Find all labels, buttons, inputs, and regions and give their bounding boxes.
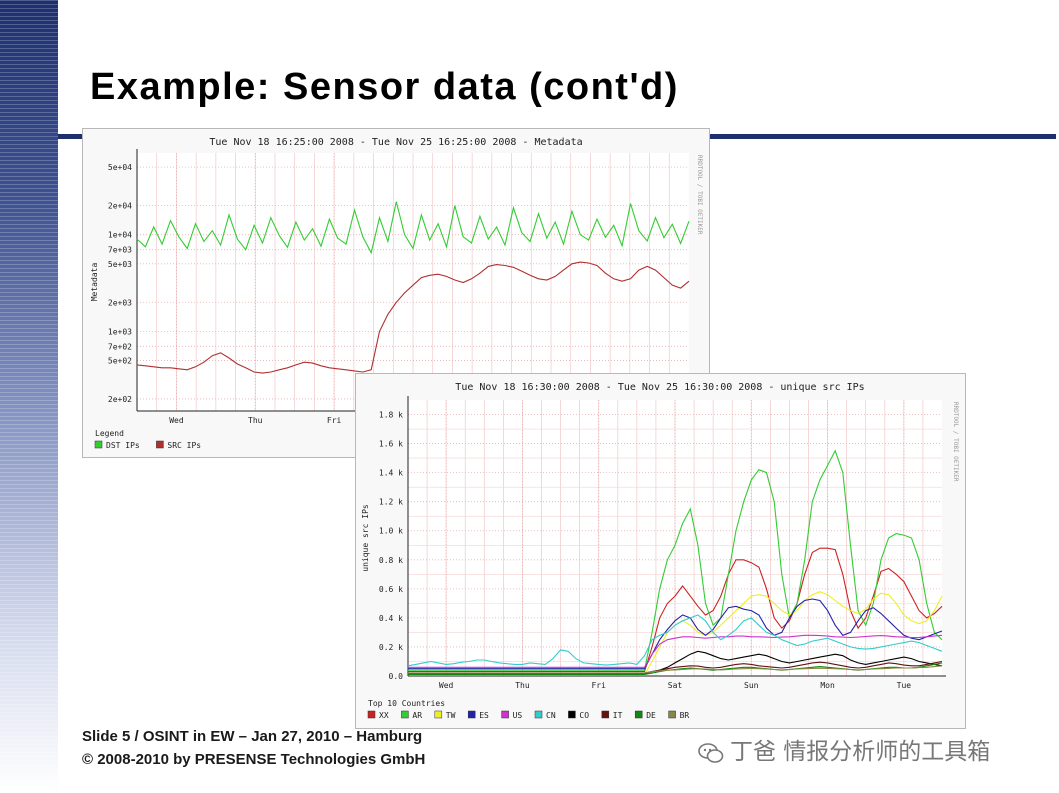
legend-label: SRC IPs <box>167 441 201 450</box>
legend-swatch <box>434 710 443 719</box>
footer-copyright: © 2008-2010 by PRESENSE Technologies Gmb… <box>82 751 426 768</box>
chart-title: Tue Nov 18 16:30:00 2008 - Tue Nov 25 16… <box>455 382 864 393</box>
chart-title: Tue Nov 18 16:25:00 2008 - Tue Nov 25 16… <box>209 137 582 148</box>
legend-swatch <box>367 710 376 719</box>
legend-label: CO <box>579 711 589 720</box>
legend-swatch <box>634 710 643 719</box>
x-tick-label: Wed <box>439 681 454 690</box>
legend-title: Top 10 Countries <box>368 699 445 708</box>
y-axis-label: Metadata <box>90 263 99 302</box>
legend-title: Legend <box>95 429 124 438</box>
slide-title: Example: Sensor data (cont'd) <box>90 66 679 108</box>
y-tick-label: 7e+02 <box>108 342 132 351</box>
series-line-cn <box>407 614 943 667</box>
legend-label: BR <box>680 711 690 720</box>
footer-slide-info: Slide 5 / OSINT in EW – Jan 27, 2010 – H… <box>82 728 423 745</box>
y-tick-label: 5e+03 <box>108 260 132 269</box>
watermark: 丁爸 情报分析师的工具箱 <box>698 732 990 766</box>
legend-swatch <box>568 710 576 719</box>
series-line-us <box>408 634 943 668</box>
y-tick-label: 5e+04 <box>108 163 132 172</box>
y-tick-label: 0.0 <box>389 672 404 681</box>
y-tick-label: 1e+04 <box>108 231 132 240</box>
unique-src-ips-chart-svg: 0.0 0.2 k 0.4 k 0.6 k 0.8 k 1.0 k 1.2 k 1.4 k 1.… <box>361 382 959 720</box>
y-tick-label: 1.0 k <box>379 527 403 536</box>
x-tick-label: Fri <box>591 681 606 690</box>
rrdtool-credit: RRDTOOL / TOBI OETIKER <box>952 402 959 482</box>
legend-label: IT <box>613 711 623 720</box>
x-tick-label: Mon <box>820 681 835 690</box>
y-tick-label: 0.4 k <box>379 614 403 623</box>
series-line-xx <box>408 547 943 673</box>
legend-label: TW <box>446 711 456 720</box>
legend-swatch <box>94 440 103 449</box>
watermark-text: 丁爸 情报分析师的工具箱 <box>730 739 991 765</box>
rrdtool-credit: RRDTOOL / TOBI OETIKER <box>696 155 703 235</box>
legend-label: XX <box>379 711 389 720</box>
x-tick-label: Thu <box>248 416 263 425</box>
legend-swatch <box>401 710 409 719</box>
y-tick-label: 7e+03 <box>108 246 132 255</box>
legend-swatch <box>534 710 543 719</box>
y-tick-label: 0.2 k <box>379 643 403 652</box>
legend-swatch <box>501 710 509 719</box>
x-tick-label: Sun <box>744 681 759 690</box>
y-tick-label: 0.6 k <box>379 585 403 594</box>
x-tick-label: Fri <box>327 416 342 425</box>
legend-label: AR <box>412 711 422 720</box>
y-tick-label: 1.4 k <box>379 469 403 478</box>
y-tick-label: 1.2 k <box>379 498 403 507</box>
legend-swatch <box>467 710 476 719</box>
legend-label: US <box>513 711 523 720</box>
series-line-ar <box>408 449 943 671</box>
legend-label: CN <box>546 711 556 720</box>
x-tick-label: Wed <box>169 416 184 425</box>
wechat-icon <box>698 742 724 763</box>
y-tick-label: 2e+03 <box>108 298 132 307</box>
metadata-chart-svg: 2e+02 5e+02 7e+02 1e+03 2e+03 5e+03 7e+03 1e+04… <box>90 137 703 450</box>
legend-label: ES <box>479 711 489 720</box>
legend-swatch <box>668 710 676 719</box>
legend-label: DE <box>646 711 656 720</box>
series-line-br <box>408 665 943 674</box>
y-tick-label: 1.6 k <box>379 440 403 449</box>
y-tick-label: 0.8 k <box>379 556 403 565</box>
y-tick-label: 2e+04 <box>108 202 132 211</box>
y-tick-label: 5e+02 <box>108 356 132 365</box>
series-line-src-ips <box>136 261 690 374</box>
y-tick-label: 1e+03 <box>108 327 132 336</box>
x-tick-label: Sat <box>668 681 683 690</box>
series-line-dst-ips <box>136 201 690 255</box>
x-tick-label: Tue <box>897 681 912 690</box>
y-tick-label: 2e+02 <box>108 395 132 404</box>
unique-src-ips-chart: 0.0 0.2 k 0.4 k 0.6 k 0.8 k 1.0 k 1.2 k 1.4 k 1.… <box>355 373 966 729</box>
x-tick-label: Thu <box>515 681 530 690</box>
legend-swatch <box>156 440 164 449</box>
series-line-it <box>408 660 943 675</box>
y-tick-label: 1.8 k <box>379 411 403 420</box>
legend-label: DST IPs <box>106 441 140 450</box>
series-line-es <box>408 598 943 670</box>
slide-left-band <box>0 0 58 793</box>
legend-swatch <box>601 710 610 719</box>
y-axis-label: unique src IPs <box>361 504 370 572</box>
